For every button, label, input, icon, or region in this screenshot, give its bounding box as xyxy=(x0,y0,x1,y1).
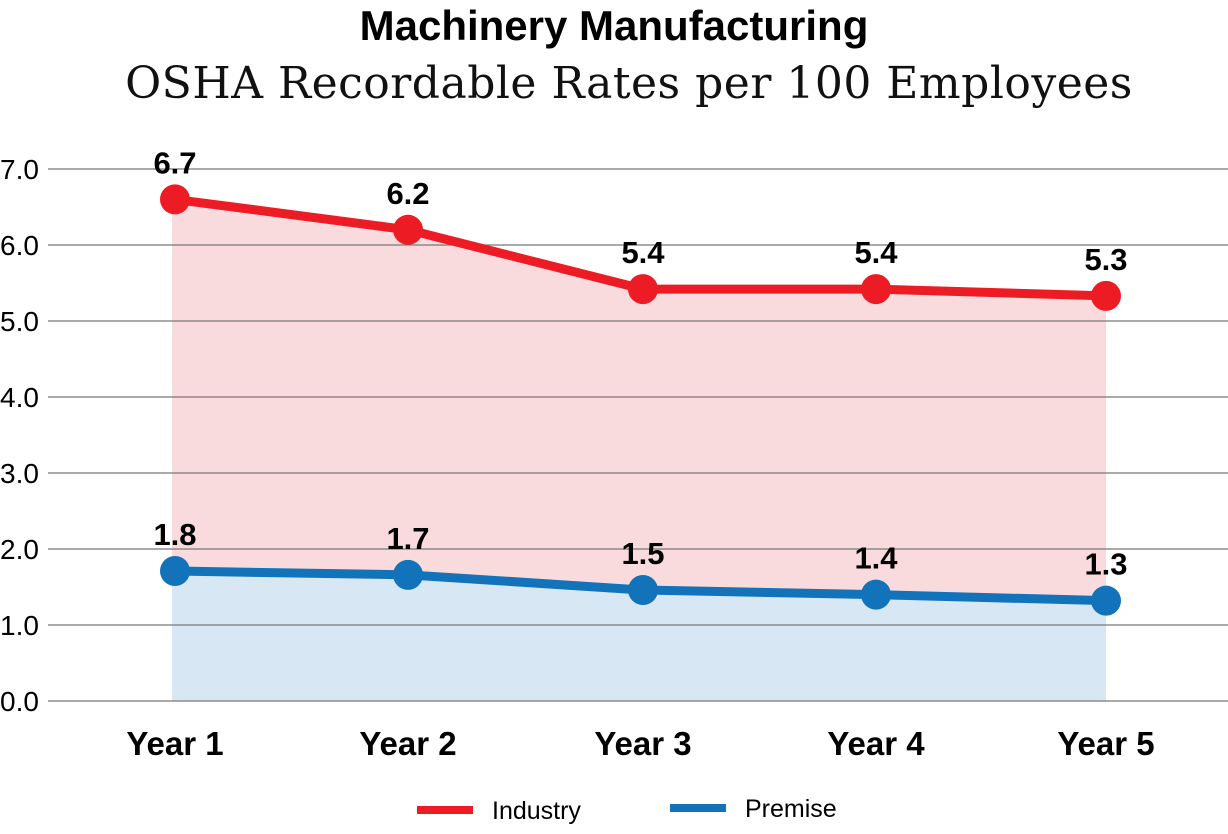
industry-data-label: 6.7 xyxy=(153,145,196,180)
premise-point xyxy=(628,575,658,606)
industry-point xyxy=(393,214,423,245)
y-tick-label: 5.0 xyxy=(0,306,39,337)
y-tick-label: 7.0 xyxy=(0,154,39,185)
y-tick-label: 6.0 xyxy=(0,230,39,261)
y-tick-label: 2.0 xyxy=(0,534,39,565)
chart-title: Machinery Manufacturing xyxy=(359,2,869,49)
premise-data-label: 1.7 xyxy=(386,521,429,556)
industry-point xyxy=(160,184,190,215)
industry-point xyxy=(861,274,891,305)
premise-data-label: 1.8 xyxy=(153,517,196,552)
y-tick-label: 1.0 xyxy=(0,610,39,641)
premise-point xyxy=(160,556,190,587)
x-tick-label: Year 1 xyxy=(126,725,223,762)
x-tick-label: Year 3 xyxy=(594,725,691,762)
chart-subtitle: OSHA Recordable Rates per 100 Employees xyxy=(125,58,1133,109)
x-tick-label: Year 4 xyxy=(827,725,925,762)
industry-point xyxy=(628,274,658,305)
premise-data-label: 1.3 xyxy=(1084,547,1127,582)
y-tick-label: 0.0 xyxy=(0,686,39,717)
industry-data-label: 5.4 xyxy=(854,235,898,270)
y-tick-label: 4.0 xyxy=(0,382,39,413)
y-tick-label: 3.0 xyxy=(0,458,39,489)
x-tick-label: Year 5 xyxy=(1057,725,1154,762)
premise-data-label: 1.5 xyxy=(621,536,664,571)
industry-data-label: 5.4 xyxy=(621,235,665,270)
legend-premise-label: Premise xyxy=(745,795,837,823)
premise-point xyxy=(393,559,423,590)
x-tick-label: Year 2 xyxy=(359,725,456,762)
premise-point xyxy=(861,579,891,610)
industry-data-label: 6.2 xyxy=(386,176,429,211)
premise-point xyxy=(1091,585,1121,616)
legend-industry-label: Industry xyxy=(492,797,581,825)
industry-data-label: 5.3 xyxy=(1084,242,1127,277)
industry-point xyxy=(1091,280,1121,311)
premise-data-label: 1.4 xyxy=(854,541,898,576)
